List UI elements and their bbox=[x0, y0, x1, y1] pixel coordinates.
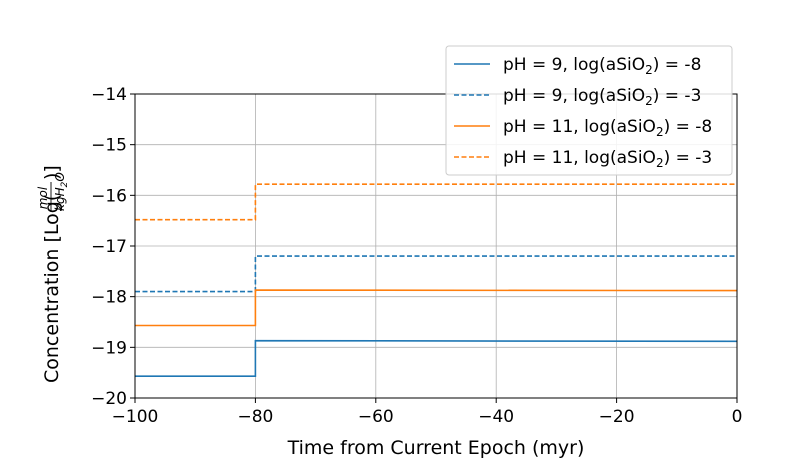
ticks: −100 −80 −60 −40 −20 0 −20 −19 −18 −17 −16 −15 −14 bbox=[91, 85, 742, 427]
series-line-3 bbox=[135, 289, 738, 327]
x-axis-label: Time from Current Epoch (myr) bbox=[287, 437, 585, 459]
legend-label: pH = 11, log(aSiO2) = -8 bbox=[503, 117, 712, 139]
y-tick-label: −16 bbox=[91, 186, 127, 206]
legend: pH = 9, log(aSiO2) = -8 pH = 9, log(aSiO2… bbox=[445, 45, 733, 176]
y-tick-label: −17 bbox=[91, 237, 127, 257]
x-tick-label: −20 bbox=[599, 407, 635, 427]
legend-label: pH = 9, log(aSiO2) = -8 bbox=[503, 55, 701, 77]
x-tick-label: −100 bbox=[112, 407, 159, 427]
y-axis-label: Concentration [Log(mol kgH2O)] bbox=[36, 165, 70, 383]
x-tick-label: −40 bbox=[478, 407, 514, 427]
plot-series bbox=[135, 183, 738, 377]
legend-label: pH = 9, log(aSiO2) = -3 bbox=[503, 86, 701, 108]
series-line-1 bbox=[135, 339, 738, 377]
series-line-4 bbox=[135, 183, 737, 221]
y-tick-label: −15 bbox=[91, 136, 127, 156]
series-line-2 bbox=[135, 255, 737, 293]
y-tick-label: −14 bbox=[91, 85, 127, 105]
x-tick-label: −60 bbox=[358, 407, 394, 427]
y-label-prefix: Concentration [Log( bbox=[41, 194, 63, 383]
y-tick-label: −19 bbox=[91, 338, 127, 358]
legend-label: pH = 11, log(aSiO2) = -3 bbox=[503, 148, 712, 170]
y-label-suffix: )] bbox=[41, 165, 63, 180]
x-tick-label: 0 bbox=[732, 407, 743, 427]
x-tick-label: −80 bbox=[237, 407, 273, 427]
y-tick-label: −18 bbox=[91, 288, 127, 308]
y-label-numerator: mol bbox=[36, 186, 50, 209]
legend-box bbox=[445, 45, 733, 176]
y-tick-label: −20 bbox=[91, 389, 127, 409]
y-label-denominator: kgH2O bbox=[53, 172, 70, 211]
